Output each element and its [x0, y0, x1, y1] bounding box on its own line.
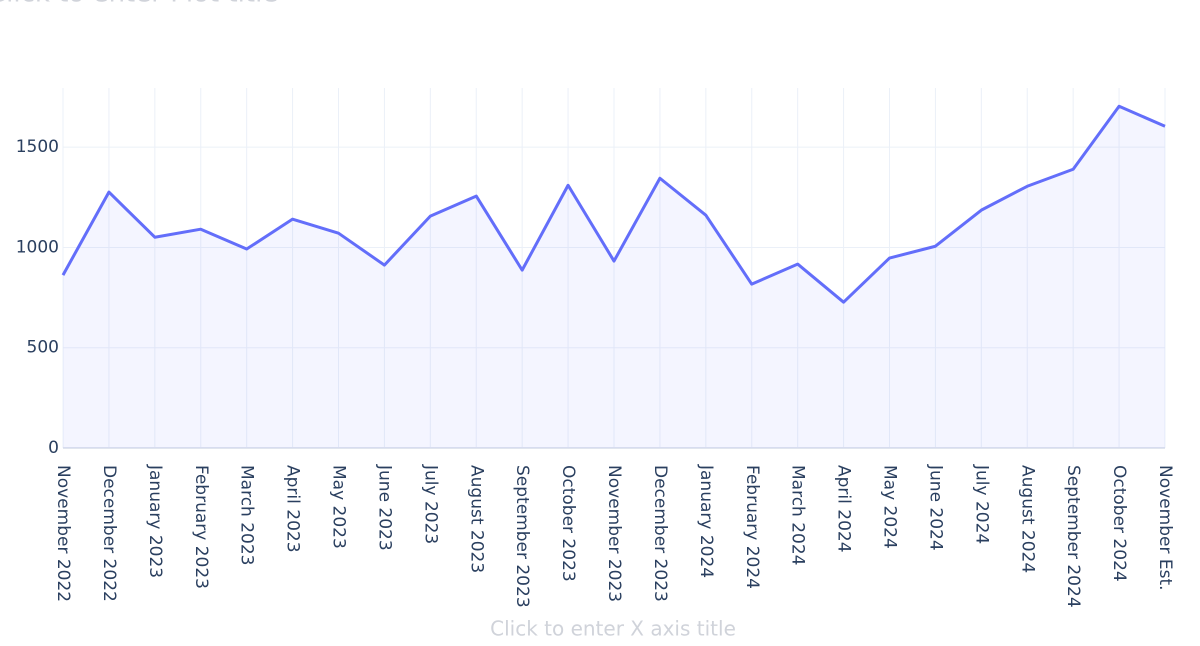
y-tick-label: 1500 [16, 137, 59, 157]
x-tick-label: February 2023 [191, 465, 211, 589]
x-tick-label: September 2024 [1063, 465, 1083, 608]
x-tick-label: December 2022 [99, 465, 119, 602]
x-tick-label: April 2023 [283, 465, 303, 553]
x-tick-label: March 2023 [237, 465, 257, 566]
x-tick-label: July 2024 [971, 464, 991, 544]
x-tick-label: October 2024 [1109, 465, 1129, 582]
x-tick-label: August 2024 [1017, 465, 1037, 573]
x-tick-label: January 2023 [145, 464, 165, 578]
y-tick-label: 500 [27, 338, 59, 358]
x-tick-label: January 2024 [696, 464, 716, 578]
x-tick-label: March 2024 [788, 465, 808, 566]
x-tick-label: July 2023 [420, 464, 440, 544]
chart-title[interactable]: Click to enter Plot title [0, 0, 278, 9]
x-tick-label: September 2023 [512, 465, 532, 608]
x-tick-label: February 2024 [742, 465, 762, 589]
y-tick-label: 0 [48, 438, 59, 458]
x-tick-label: August 2023 [466, 465, 486, 573]
x-tick-label: May 2024 [880, 465, 900, 549]
y-tick-label: 1000 [16, 237, 59, 257]
x-tick-label: May 2023 [329, 465, 349, 549]
x-tick-label: October 2023 [558, 465, 578, 582]
x-tick-label: June 2023 [374, 464, 394, 551]
x-tick-label: December 2023 [650, 465, 670, 602]
x-axis-title[interactable]: Click to enter X axis title [490, 617, 736, 641]
area-fill [63, 106, 1165, 448]
x-tick-label: April 2024 [834, 465, 854, 553]
line [61, 104, 1166, 304]
x-tick-label: June 2024 [925, 464, 945, 551]
x-tick-label: November Est. [1155, 465, 1175, 591]
x-tick-label: November 2023 [604, 465, 624, 602]
x-tick-label: November 2022 [53, 465, 73, 602]
